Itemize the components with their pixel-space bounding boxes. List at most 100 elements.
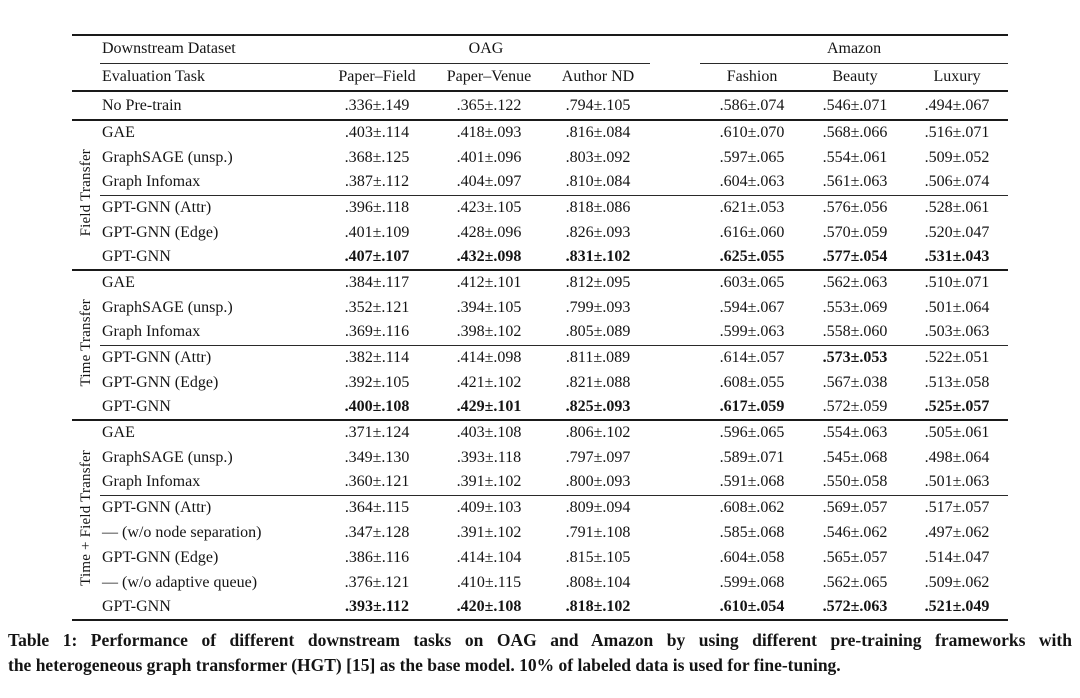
- cell-value: .501±.064: [924, 298, 990, 316]
- cell-value: .561±.063: [822, 173, 888, 191]
- cell-value: .404±.097: [456, 173, 522, 191]
- row-label: GraphSAGE (unsp.): [102, 448, 233, 466]
- table-row: GraphSAGE (unsp.) .352±.121 .394±.105 .799±…: [72, 295, 1008, 320]
- amazon-group-header: Amazon: [700, 35, 1009, 64]
- cell-value: .570±.059: [822, 223, 888, 241]
- rotated-label-column-head: [72, 35, 100, 63]
- caption-line-2: the heterogeneous graph transformer (HGT…: [8, 655, 841, 676]
- cell-value: .498±.064: [924, 448, 990, 466]
- cell-value: .568±.066: [804, 119, 907, 145]
- cell-value: .572±.059: [822, 398, 888, 415]
- cell-value: .368±.125: [344, 148, 410, 166]
- caption-line-1: Table 1: Performance of different downst…: [8, 630, 1072, 650]
- cell-value: .573±.053: [804, 344, 907, 370]
- row-label: Graph Infomax: [102, 173, 201, 191]
- cell-value: .396±.118: [322, 194, 432, 220]
- row-label: GAE: [100, 119, 322, 145]
- cell-value: .604±.063: [719, 173, 785, 191]
- cell-value: .514±.047: [924, 548, 990, 566]
- row-label: GPT-GNN: [102, 398, 171, 415]
- cell-value: .546±.071: [804, 91, 907, 121]
- cell-value: .791±.108: [565, 523, 631, 541]
- cell-value: .407±.107: [344, 248, 410, 265]
- cell-value: .569±.057: [804, 494, 907, 520]
- cell-value: .393±.112: [345, 598, 409, 615]
- cell-value: .608±.055: [719, 373, 785, 391]
- cell-value: .825±.093: [565, 398, 631, 415]
- rotated-label-column-head: [72, 63, 100, 92]
- table-row: GPT-GNN (Edge) .401±.109 .428±.096 .826±.09…: [72, 220, 1008, 245]
- cell-value: .799±.093: [565, 298, 631, 316]
- cell-value: .420±.108: [456, 598, 522, 615]
- table-row: GraphSAGE (unsp.) .349±.130 .393±.118 .797±…: [72, 445, 1008, 470]
- cell-value: .594±.067: [719, 298, 785, 316]
- cell-value: .410±.115: [456, 573, 522, 591]
- group-label-cell: Time + Field Transfer: [72, 419, 100, 620]
- cell-value: .414±.098: [432, 344, 546, 370]
- cell-value: .391±.102: [456, 473, 522, 491]
- cell-value: .554±.061: [822, 148, 888, 166]
- task-header-label: Evaluation Task: [100, 63, 322, 92]
- cell-value: .510±.071: [906, 269, 1009, 295]
- cell-value: .513±.058: [924, 373, 990, 391]
- table-row: — (w/o node separation) .347±.128 .391±.10…: [72, 520, 1008, 545]
- column-gap: [650, 295, 700, 320]
- cell-value: .617±.059: [719, 398, 785, 415]
- column-gap: [650, 63, 701, 92]
- cell-value: .503±.063: [924, 323, 990, 341]
- rotated-label-column-cell: [72, 91, 100, 121]
- cell-value: .336±.149: [322, 91, 432, 121]
- cell-value: .550±.058: [822, 473, 888, 491]
- cell-value: .528±.061: [906, 194, 1009, 220]
- cell-value: .394±.105: [456, 298, 522, 316]
- cell-value: .565±.057: [822, 548, 888, 566]
- cell-value: .585±.068: [719, 523, 785, 541]
- cell-value: .497±.062: [924, 523, 990, 541]
- row-label: GPT-GNN (Attr): [100, 494, 322, 520]
- cell-value: .599±.063: [719, 323, 785, 341]
- column-header-author-nd: Author ND: [546, 63, 651, 92]
- row-label: GPT-GNN (Attr): [100, 194, 322, 220]
- cell-value: .806±.102: [546, 419, 651, 445]
- column-gap: [650, 170, 700, 195]
- cell-value: .816±.084: [546, 119, 651, 145]
- cell-value: .347±.128: [344, 523, 410, 541]
- cell-value: .403±.108: [432, 419, 546, 445]
- cell-value: .818±.102: [565, 598, 631, 615]
- table-row: GraphSAGE (unsp.) .368±.125 .401±.096 .803±…: [72, 145, 1008, 170]
- group-label-text: Time + Field Transfer: [77, 449, 94, 586]
- cell-value: .364±.115: [322, 494, 432, 520]
- cell-value: .821±.088: [565, 373, 631, 391]
- cell-value: .558±.060: [822, 323, 888, 341]
- cell-value: .506±.074: [924, 173, 990, 191]
- cell-value: .400±.108: [344, 398, 410, 415]
- cell-value: .596±.065: [700, 419, 805, 445]
- group-label-cell: Field Transfer: [72, 119, 100, 270]
- cell-value: .604±.058: [719, 548, 785, 566]
- column-gap: [650, 145, 700, 170]
- column-header-beauty: Beauty: [804, 63, 907, 92]
- cell-value: .494±.067: [906, 91, 1009, 121]
- cell-value: .391±.102: [456, 523, 522, 541]
- cell-value: .597±.065: [719, 148, 785, 166]
- column-header-paper-field: Paper–Field: [322, 63, 432, 92]
- cell-value: .797±.097: [565, 448, 631, 466]
- cell-value: .812±.095: [546, 269, 651, 295]
- cell-value: .818±.086: [546, 194, 651, 220]
- cell-value: .376±.121: [344, 573, 410, 591]
- cell-value: .501±.063: [924, 473, 990, 491]
- cell-value: .554±.063: [804, 419, 907, 445]
- column-gap: [650, 395, 700, 420]
- column-gap: [650, 545, 700, 570]
- row-label: — (w/o adaptive queue): [102, 573, 258, 591]
- table-row: Graph Infomax .387±.112 .404±.097 .810±.084…: [72, 170, 1008, 195]
- cell-value: .805±.089: [565, 323, 631, 341]
- group-label-text: Time Transfer: [77, 298, 94, 387]
- cell-value: .521±.049: [924, 598, 990, 615]
- results-table: Downstream Dataset OAG Amazon Evaluation…: [72, 34, 1009, 621]
- cell-value: .387±.112: [344, 173, 410, 191]
- cell-value: .392±.105: [344, 373, 410, 391]
- table-row: GPT-GNN .400±.108 .429±.101 .825±.093 .617±.…: [72, 395, 1008, 420]
- cell-value: .610±.054: [719, 598, 785, 615]
